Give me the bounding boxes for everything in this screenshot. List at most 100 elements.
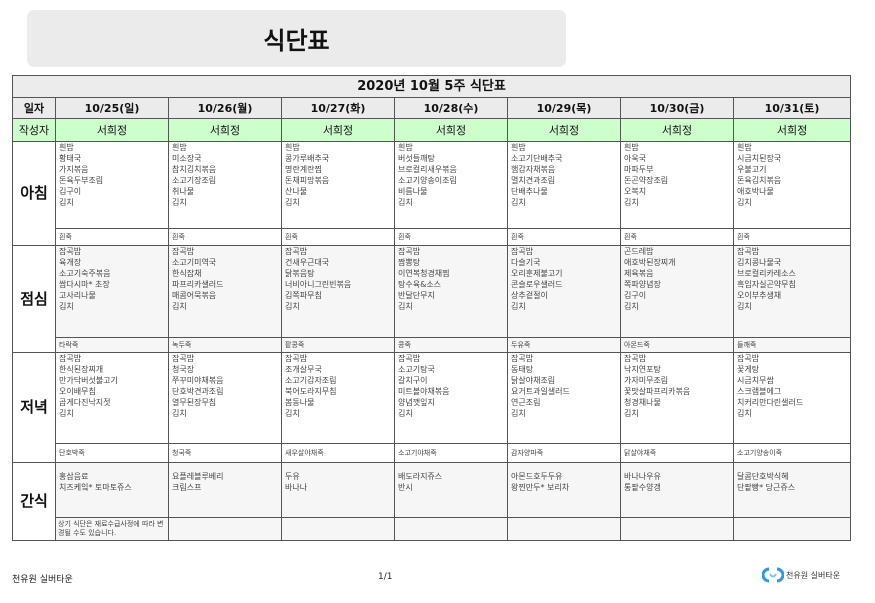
menu-item: 만가닥버섯불고기	[59, 376, 118, 385]
lunch-cell: 잡곡밥 짬뽕탕 이연복청경채찜 탕수육&소스 반달단무지 김치	[394, 245, 508, 338]
menu-item: 곱게다진낙지젓	[59, 398, 111, 407]
porridge-cell: 들깨죽	[732, 337, 852, 353]
menu-item: 오이부추생채	[737, 291, 782, 300]
menu-item: 치즈케잌* 토마토쥬스	[59, 483, 132, 492]
menu-item: 오이배무침	[59, 387, 96, 396]
menu-item: 잡곡밥	[737, 247, 760, 256]
table-title: 2020년 10월 5주 식단표	[11, 75, 852, 98]
menu-item: 소고기미역국	[172, 258, 217, 267]
menu-item: 다슬기국	[511, 258, 541, 267]
menu-item: 흰밥	[172, 143, 187, 152]
porridge-cell: 소고기야채죽	[394, 443, 508, 463]
menu-item: 크림스프	[172, 483, 202, 492]
porridge-cell: 두유죽	[507, 337, 621, 353]
menu-item: 소고기장조림	[172, 176, 217, 185]
porridge-cell: 흰죽	[168, 228, 282, 246]
menu-item: 시금치무쌈	[737, 376, 774, 385]
menu-item: 잡곡밥	[59, 247, 82, 256]
dinner-row: 저녁 잡곡밥 한식된장찌개 만가닥버섯불고기 오이배무침 곱게다진낙지젓 김치 잡곡밥 청국장 쭈…	[12, 352, 852, 463]
menu-item: 잡곡밥	[59, 354, 82, 363]
menu-item: 버섯들깨탕	[398, 154, 435, 163]
dinner-cell: 잡곡밥 동태탕 닭살야채조림 요거트과일샐러드 연근조림 김치	[507, 352, 621, 444]
menu-item: 가자미무조림	[624, 376, 669, 385]
menu-item: 소고기탕국	[398, 365, 435, 374]
snack-cell: 바나나우유 통팥수양갱	[620, 462, 734, 518]
menu-item: 잡곡밥	[511, 354, 534, 363]
menu-item: 김치	[285, 302, 300, 311]
menu-item: 흰밥	[737, 143, 752, 152]
menu-item: 오복지	[624, 187, 647, 196]
menu-item: 잡곡밥	[398, 247, 421, 256]
logo-icon	[762, 567, 784, 583]
logo-text: 천유원 실버타운	[786, 570, 841, 580]
menu-item: 통팥수양갱	[624, 483, 661, 492]
menu-item: 소고기양송이조림	[398, 176, 457, 185]
dinner-cell: 잡곡밥 소고기탕국 갈치구이 미트볼야채볶음 양념깻잎지 김치	[394, 352, 508, 444]
author-cell: 서희정	[55, 118, 169, 142]
menu-item: 김치	[624, 198, 639, 207]
menu-item: 북어도라지무침	[285, 387, 337, 396]
menu-item: 우불고기	[737, 165, 767, 174]
menu-item: 김치	[59, 302, 74, 311]
dinner-sub-row: 단호박죽 청국죽 새우살야채죽 소고기야채죽 감자양파죽 닭살야채죽 소고기양송이죽	[13, 443, 852, 463]
footer-org-name: 천유원 실버타운	[12, 575, 73, 585]
porridge-cell: 닭살야채죽	[620, 443, 734, 463]
porridge-cell: 흰죽	[55, 228, 169, 246]
lunch-cell: 잡곡밥 김치콩나물국 브로컬리카레소스 흑임자실곤약무침 오이부추생채 김치	[732, 245, 852, 338]
porridge-cell: 단호박죽	[55, 443, 169, 463]
breakfast-row: 아침 흰밥 황태국 가지볶음 돈육두부조림 김구이 김치 흰밥 미소장국 참치김치볶음 소고기장조림…	[12, 141, 852, 246]
menu-item: 시금치된장국	[737, 154, 782, 163]
menu-item: 열무된장무침	[172, 398, 217, 407]
menu-item: 잡곡밥	[398, 354, 421, 363]
menu-item: 청국장	[172, 365, 195, 374]
breakfast-cell: 흰밥 소고기단배추국 햄감자채볶음 멸치견과조림 단배추나물 김치	[507, 141, 621, 229]
menu-item: 치커리만다린샐러드	[737, 398, 804, 407]
menu-item: 브로컬리카레소스	[737, 269, 796, 278]
menu-item: 돈육김치볶음	[737, 176, 782, 185]
dinner-cell: 잡곡밥 청국장 쭈꾸미야채볶음 단호박견과조림 열무된장무침 김치	[168, 352, 282, 444]
note-cell	[732, 517, 852, 541]
menu-item: 김쪽파무침	[285, 291, 322, 300]
menu-item: 김치	[59, 198, 74, 207]
menu-item: 김치	[172, 409, 187, 418]
date-label: 일자	[12, 97, 56, 119]
menu-item: 브로컬리새우볶음	[398, 165, 457, 174]
menu-item: 제육볶음	[624, 269, 654, 278]
menu-item: 봄동나물	[285, 398, 315, 407]
menu-item: 단팥빵* 당근쥬스	[737, 483, 796, 492]
menu-item: 흰밥	[398, 143, 413, 152]
menu-item: 애호박나물	[737, 187, 774, 196]
menu-item: 달콤단호박식혜	[737, 472, 789, 481]
porridge-cell: 팥콩죽	[281, 337, 395, 353]
menu-item: 홍삼음료	[59, 472, 89, 481]
menu-item: 한식잡채	[172, 269, 202, 278]
date-header: 10/31(토)	[732, 97, 852, 119]
menu-item: 육개장	[59, 258, 82, 267]
porridge-cell: 소고기양송이죽	[732, 443, 852, 463]
menu-item: 콩가루배추국	[285, 154, 330, 163]
menu-item: 동태탕	[511, 365, 534, 374]
menu-item: 김치	[624, 409, 639, 418]
note-cell	[620, 517, 734, 541]
menu-item: 김치	[737, 198, 752, 207]
lunch-cell: 잡곡밥 육개장 소고기숙주볶음 쌈다시마* 초장 고사리나물 김치	[55, 245, 169, 338]
date-header: 10/26(월)	[168, 97, 282, 119]
snack-label: 간식	[12, 462, 56, 541]
menu-item: 연근조림	[511, 398, 541, 407]
menu-item: 김치	[737, 302, 752, 311]
menu-item: 파프리카샐러드	[172, 280, 224, 289]
porridge-cell: 콩죽	[394, 337, 508, 353]
menu-item: 미소장국	[172, 154, 202, 163]
menu-item: 명란계란찜	[285, 165, 322, 174]
menu-item: 한식된장찌개	[59, 365, 104, 374]
menu-item: 황태국	[59, 154, 82, 163]
date-header: 10/25(일)	[55, 97, 169, 119]
menu-item: 단호박견과조림	[172, 387, 224, 396]
menu-item: 김구이	[624, 291, 647, 300]
menu-item: 소고기감자조림	[285, 376, 337, 385]
page-title: 식단표	[27, 10, 566, 67]
menu-item: 산나물	[285, 187, 308, 196]
menu-item: 반시	[398, 483, 413, 492]
date-header: 10/27(화)	[281, 97, 395, 119]
